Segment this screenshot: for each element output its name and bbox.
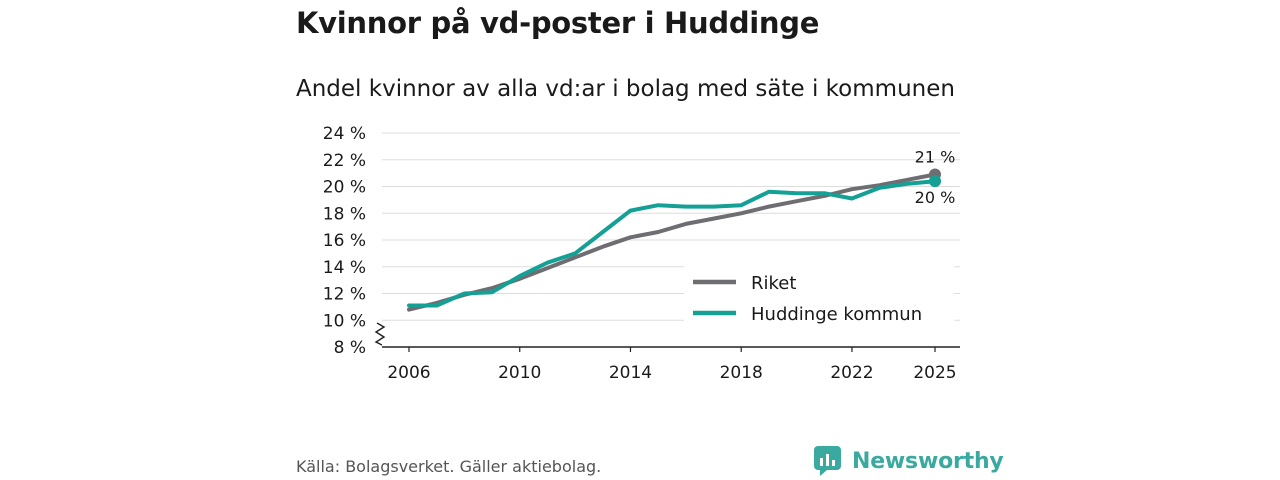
huddinge-kommun-end-label: 20 % xyxy=(915,188,956,207)
y-tick-label: 20 % xyxy=(323,178,366,198)
y-tick-label: 24 % xyxy=(323,124,366,144)
huddinge-kommun-end-dot xyxy=(929,175,941,188)
y-tick-label: 10 % xyxy=(323,311,366,331)
grid-lines xyxy=(382,132,960,321)
brand-logo: Newsworthy xyxy=(814,446,1004,476)
x-tick-label: 2025 xyxy=(913,363,956,383)
x-tick-label: 2022 xyxy=(830,363,873,383)
source-note: Källa: Bolagsverket. Gäller aktiebolag. xyxy=(296,457,602,476)
y-tick-label: 18 % xyxy=(323,204,366,224)
chart-subtitle: Andel kvinnor av alla vd:ar i bolag med … xyxy=(296,76,955,102)
y-tick-label: 8 % xyxy=(334,338,366,358)
chart-title: Kvinnor på vd-poster i Huddinge xyxy=(296,6,820,40)
riket-end-label: 21 % xyxy=(915,147,956,166)
y-tick-label: 22 % xyxy=(323,151,366,171)
legend-background xyxy=(684,266,954,328)
x-tick-label: 2006 xyxy=(387,363,430,383)
legend: Riket Huddinge kommun xyxy=(684,266,954,328)
x-tick-label: 2014 xyxy=(609,363,652,383)
legend-label-riket: Riket xyxy=(751,273,796,294)
bar-chart-icon xyxy=(814,446,841,476)
brand-name: Newsworthy xyxy=(852,448,1004,474)
axes: 8 % 10 % 12 % 14 % 16 % 18 % 20 % 22 % 24 % 2006 2… xyxy=(323,124,960,383)
y-tick-label: 14 % xyxy=(323,258,366,278)
y-tick-label: 12 % xyxy=(323,285,366,305)
legend-label-huddinge-kommun: Huddinge kommun xyxy=(751,304,922,325)
y-tick-label: 16 % xyxy=(323,231,366,251)
series-lines: 21 % 20 % xyxy=(407,147,956,312)
x-tick-label: 2010 xyxy=(498,363,541,383)
huddinge-kommun-line xyxy=(407,179,937,308)
zigzag-break-icon xyxy=(374,322,386,346)
riket-line xyxy=(407,172,937,312)
x-tick-label: 2018 xyxy=(720,363,763,383)
